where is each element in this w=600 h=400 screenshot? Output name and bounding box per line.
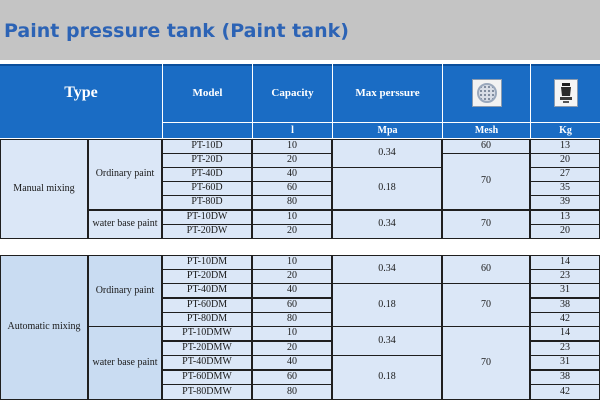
- table-row-capacity: 60: [252, 181, 332, 196]
- table-row-model: PT-60D: [162, 181, 252, 196]
- table-row-model: PT-20DW: [162, 224, 252, 239]
- table-row-kg: 35: [530, 181, 600, 196]
- table-row-kg: 31: [530, 283, 600, 298]
- table-row-capacity: 20: [252, 341, 332, 356]
- header-max-pressure: Max perssure: [332, 64, 442, 122]
- table-row-model: PT-20D: [162, 153, 252, 168]
- page-title: Paint pressure tank (Paint tank): [4, 20, 349, 42]
- table-row-kg: 13: [530, 139, 600, 154]
- table-row-capacity: 80: [252, 195, 332, 210]
- table-row-capacity: 40: [252, 167, 332, 182]
- table-row-model: PT-10DW: [162, 210, 252, 225]
- header-type: Type: [64, 84, 98, 101]
- mesh-cell: 60: [442, 139, 530, 154]
- table-row-kg: 14: [530, 326, 600, 341]
- automatic-water-label: water base paint: [88, 326, 162, 400]
- automatic-mixing-label: Automatic mixing: [0, 255, 88, 400]
- table-row-kg: 38: [530, 370, 600, 385]
- manual-mixing-label: Manual mixing: [0, 139, 88, 239]
- group-separator: [0, 239, 600, 255]
- table-row-model: PT-10DM: [162, 255, 252, 270]
- table-row-kg: 39: [530, 195, 600, 210]
- table-row-model: PT-80DMW: [162, 384, 252, 400]
- table-row-kg: 13: [530, 210, 600, 225]
- manual-ordinary-label: Ordinary paint: [88, 139, 162, 210]
- mesh-cell: 70: [442, 283, 530, 327]
- automatic-ordinary-label: Ordinary paint: [88, 255, 162, 327]
- pressure-cell: 0.34: [332, 139, 442, 168]
- unit-model-blank: [162, 122, 252, 138]
- table-row-capacity: 10: [252, 210, 332, 225]
- table-row-kg: 38: [530, 298, 600, 313]
- table-row-capacity: 20: [252, 224, 332, 239]
- table-row-kg: 23: [530, 341, 600, 356]
- table-row-model: PT-60DM: [162, 298, 252, 313]
- table-header: Type Model Capacity Max perssure l Mpa M…: [0, 64, 600, 138]
- table-row-capacity: 80: [252, 312, 332, 327]
- mesh-cell: 70: [442, 210, 530, 239]
- mesh-cell: 60: [442, 255, 530, 284]
- mesh-cell: 70: [442, 153, 530, 210]
- pressure-cell: 0.34: [332, 326, 442, 356]
- table-row-capacity: 10: [252, 255, 332, 270]
- table-row-model: PT-60DMW: [162, 370, 252, 385]
- mesh-filter-icon: [471, 79, 502, 107]
- pressure-cell: 0.34: [332, 210, 442, 239]
- table-row-capacity: 10: [252, 139, 332, 154]
- header-mesh: [442, 64, 530, 122]
- table-row-kg: 42: [530, 312, 600, 327]
- table-row-model: PT-40DM: [162, 283, 252, 298]
- header-capacity: Capacity: [252, 64, 332, 122]
- pressure-cell: 0.18: [332, 167, 442, 210]
- table-row-model: PT-20DMW: [162, 341, 252, 356]
- mesh-cell: 70: [442, 326, 530, 400]
- table-row-model: PT-20DM: [162, 269, 252, 284]
- manual-water-label: water base paint: [88, 210, 162, 239]
- table-row-model: PT-40D: [162, 167, 252, 182]
- title-bar: Paint pressure tank (Paint tank): [0, 0, 600, 60]
- unit-pressure: Mpa: [332, 122, 442, 138]
- header-kg: [530, 64, 600, 122]
- table-row-capacity: 10: [252, 326, 332, 341]
- manual-mixing-group: Manual mixing Ordinary paint water base …: [0, 139, 600, 239]
- table-row-capacity: 40: [252, 283, 332, 298]
- table-row-model: PT-10D: [162, 139, 252, 154]
- table-row-kg: 23: [530, 269, 600, 284]
- pressure-cell: 0.18: [332, 283, 442, 327]
- table-row-kg: 20: [530, 224, 600, 239]
- table-row-kg: 20: [530, 153, 600, 168]
- table-row-capacity: 80: [252, 384, 332, 400]
- automatic-mixing-group: Automatic mixing Ordinary paint water ba…: [0, 255, 600, 400]
- table-row-capacity: 40: [252, 355, 332, 370]
- table-row-model: PT-10DMW: [162, 326, 252, 341]
- table-row-capacity: 60: [252, 298, 332, 313]
- unit-kg: Kg: [530, 122, 600, 138]
- table-row-capacity: 20: [252, 153, 332, 168]
- pressure-cell: 0.18: [332, 355, 442, 400]
- tank-weight-icon: [553, 79, 578, 107]
- unit-capacity: l: [252, 122, 332, 138]
- table-row-kg: 31: [530, 355, 600, 370]
- table-row-capacity: 20: [252, 269, 332, 284]
- table-row-model: PT-80DM: [162, 312, 252, 327]
- header-top-rule: [0, 64, 600, 66]
- table-row-kg: 14: [530, 255, 600, 270]
- table-row-capacity: 60: [252, 370, 332, 385]
- table-row-model: PT-40DMW: [162, 355, 252, 370]
- header-model: Model: [162, 64, 252, 122]
- table-row-model: PT-80D: [162, 195, 252, 210]
- table-row-kg: 42: [530, 384, 600, 400]
- pressure-cell: 0.34: [332, 255, 442, 284]
- table-row-kg: 27: [530, 167, 600, 182]
- units-row: l Mpa Mesh Kg: [0, 122, 600, 138]
- unit-mesh: Mesh: [442, 122, 530, 138]
